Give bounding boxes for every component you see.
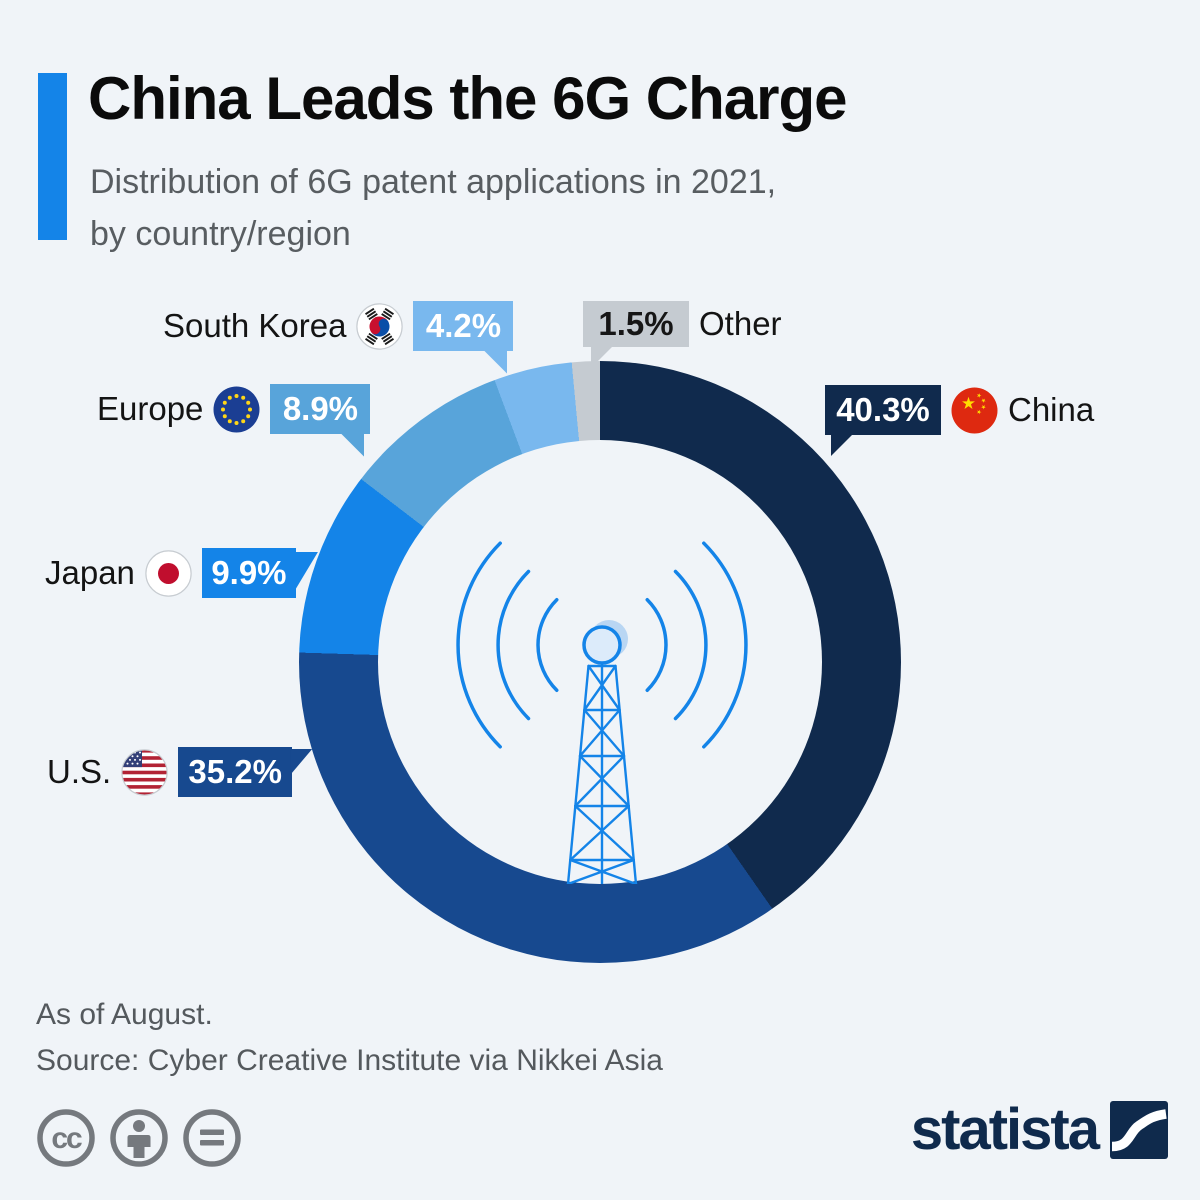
label-row-other: 1.5% Other — [583, 299, 782, 368]
tower-lattice — [566, 661, 638, 884]
value-japan: 9.9% — [211, 554, 287, 591]
label-row-europe: Europe 8.9% — [97, 384, 371, 457]
value-bubble-china: 40.3% — [825, 385, 941, 456]
label-row-japan: Japan 9.9% — [45, 548, 318, 598]
page-subtitle: Distribution of 6G patent applications i… — [90, 156, 776, 260]
label-japan: Japan — [45, 554, 135, 591]
cc-icon[interactable]: cc — [34, 1106, 98, 1170]
radio-tower-icon — [456, 541, 748, 884]
japan-flag-icon — [145, 549, 192, 597]
label-row-china: 40.3% China — [825, 385, 1095, 456]
south-korea-flag-icon — [356, 302, 404, 350]
value-other: 1.5% — [598, 305, 674, 342]
us-flag-icon — [121, 748, 168, 796]
footnote: As of August. — [36, 998, 213, 1031]
cc-attribution-icon[interactable] — [107, 1106, 171, 1170]
value-bubble-japan: 9.9% — [201, 548, 318, 598]
cc-license-badges[interactable]: cc — [34, 1106, 244, 1170]
donut-hole — [378, 440, 822, 884]
page-title: China Leads the 6G Charge — [88, 65, 848, 132]
statista-wordmark: statista — [910, 1097, 1100, 1162]
label-us: U.S. — [47, 753, 112, 790]
value-bubble-europe: 8.9% — [270, 384, 371, 457]
value-bubble-us: 35.2% — [178, 747, 313, 797]
value-us: 35.2% — [188, 753, 282, 790]
value-bubble-south-korea: 4.2% — [413, 301, 514, 374]
statista-logo-mark-icon — [1110, 1100, 1168, 1159]
value-south-korea: 4.2% — [425, 307, 502, 344]
cc-no-derivatives-icon[interactable] — [180, 1106, 244, 1170]
label-south-korea: South Korea — [163, 307, 347, 344]
subtitle-line-2: by country/region — [90, 215, 351, 253]
label-china: China — [1008, 391, 1095, 428]
statista-logo[interactable]: statista — [911, 1096, 1168, 1163]
label-row-south-korea: South Korea — [163, 301, 514, 374]
china-flag-icon — [951, 387, 998, 434]
label-other: Other — [699, 305, 782, 342]
signal-waves-icon — [456, 541, 748, 749]
value-china: 40.3% — [836, 391, 930, 428]
subtitle-line-1: Distribution of 6G patent applications i… — [90, 163, 777, 201]
europe-flag-icon — [213, 386, 260, 433]
title-accent-bar — [38, 73, 67, 240]
label-europe: Europe — [97, 390, 204, 427]
svg-text:cc: cc — [51, 1122, 82, 1155]
donut-chart — [299, 361, 901, 963]
label-row-us: U.S. — [47, 747, 313, 797]
value-europe: 8.9% — [282, 390, 359, 427]
source-line: Source: Cyber Creative Institute via Nik… — [36, 1044, 663, 1077]
value-bubble-other: 1.5% — [583, 301, 689, 368]
